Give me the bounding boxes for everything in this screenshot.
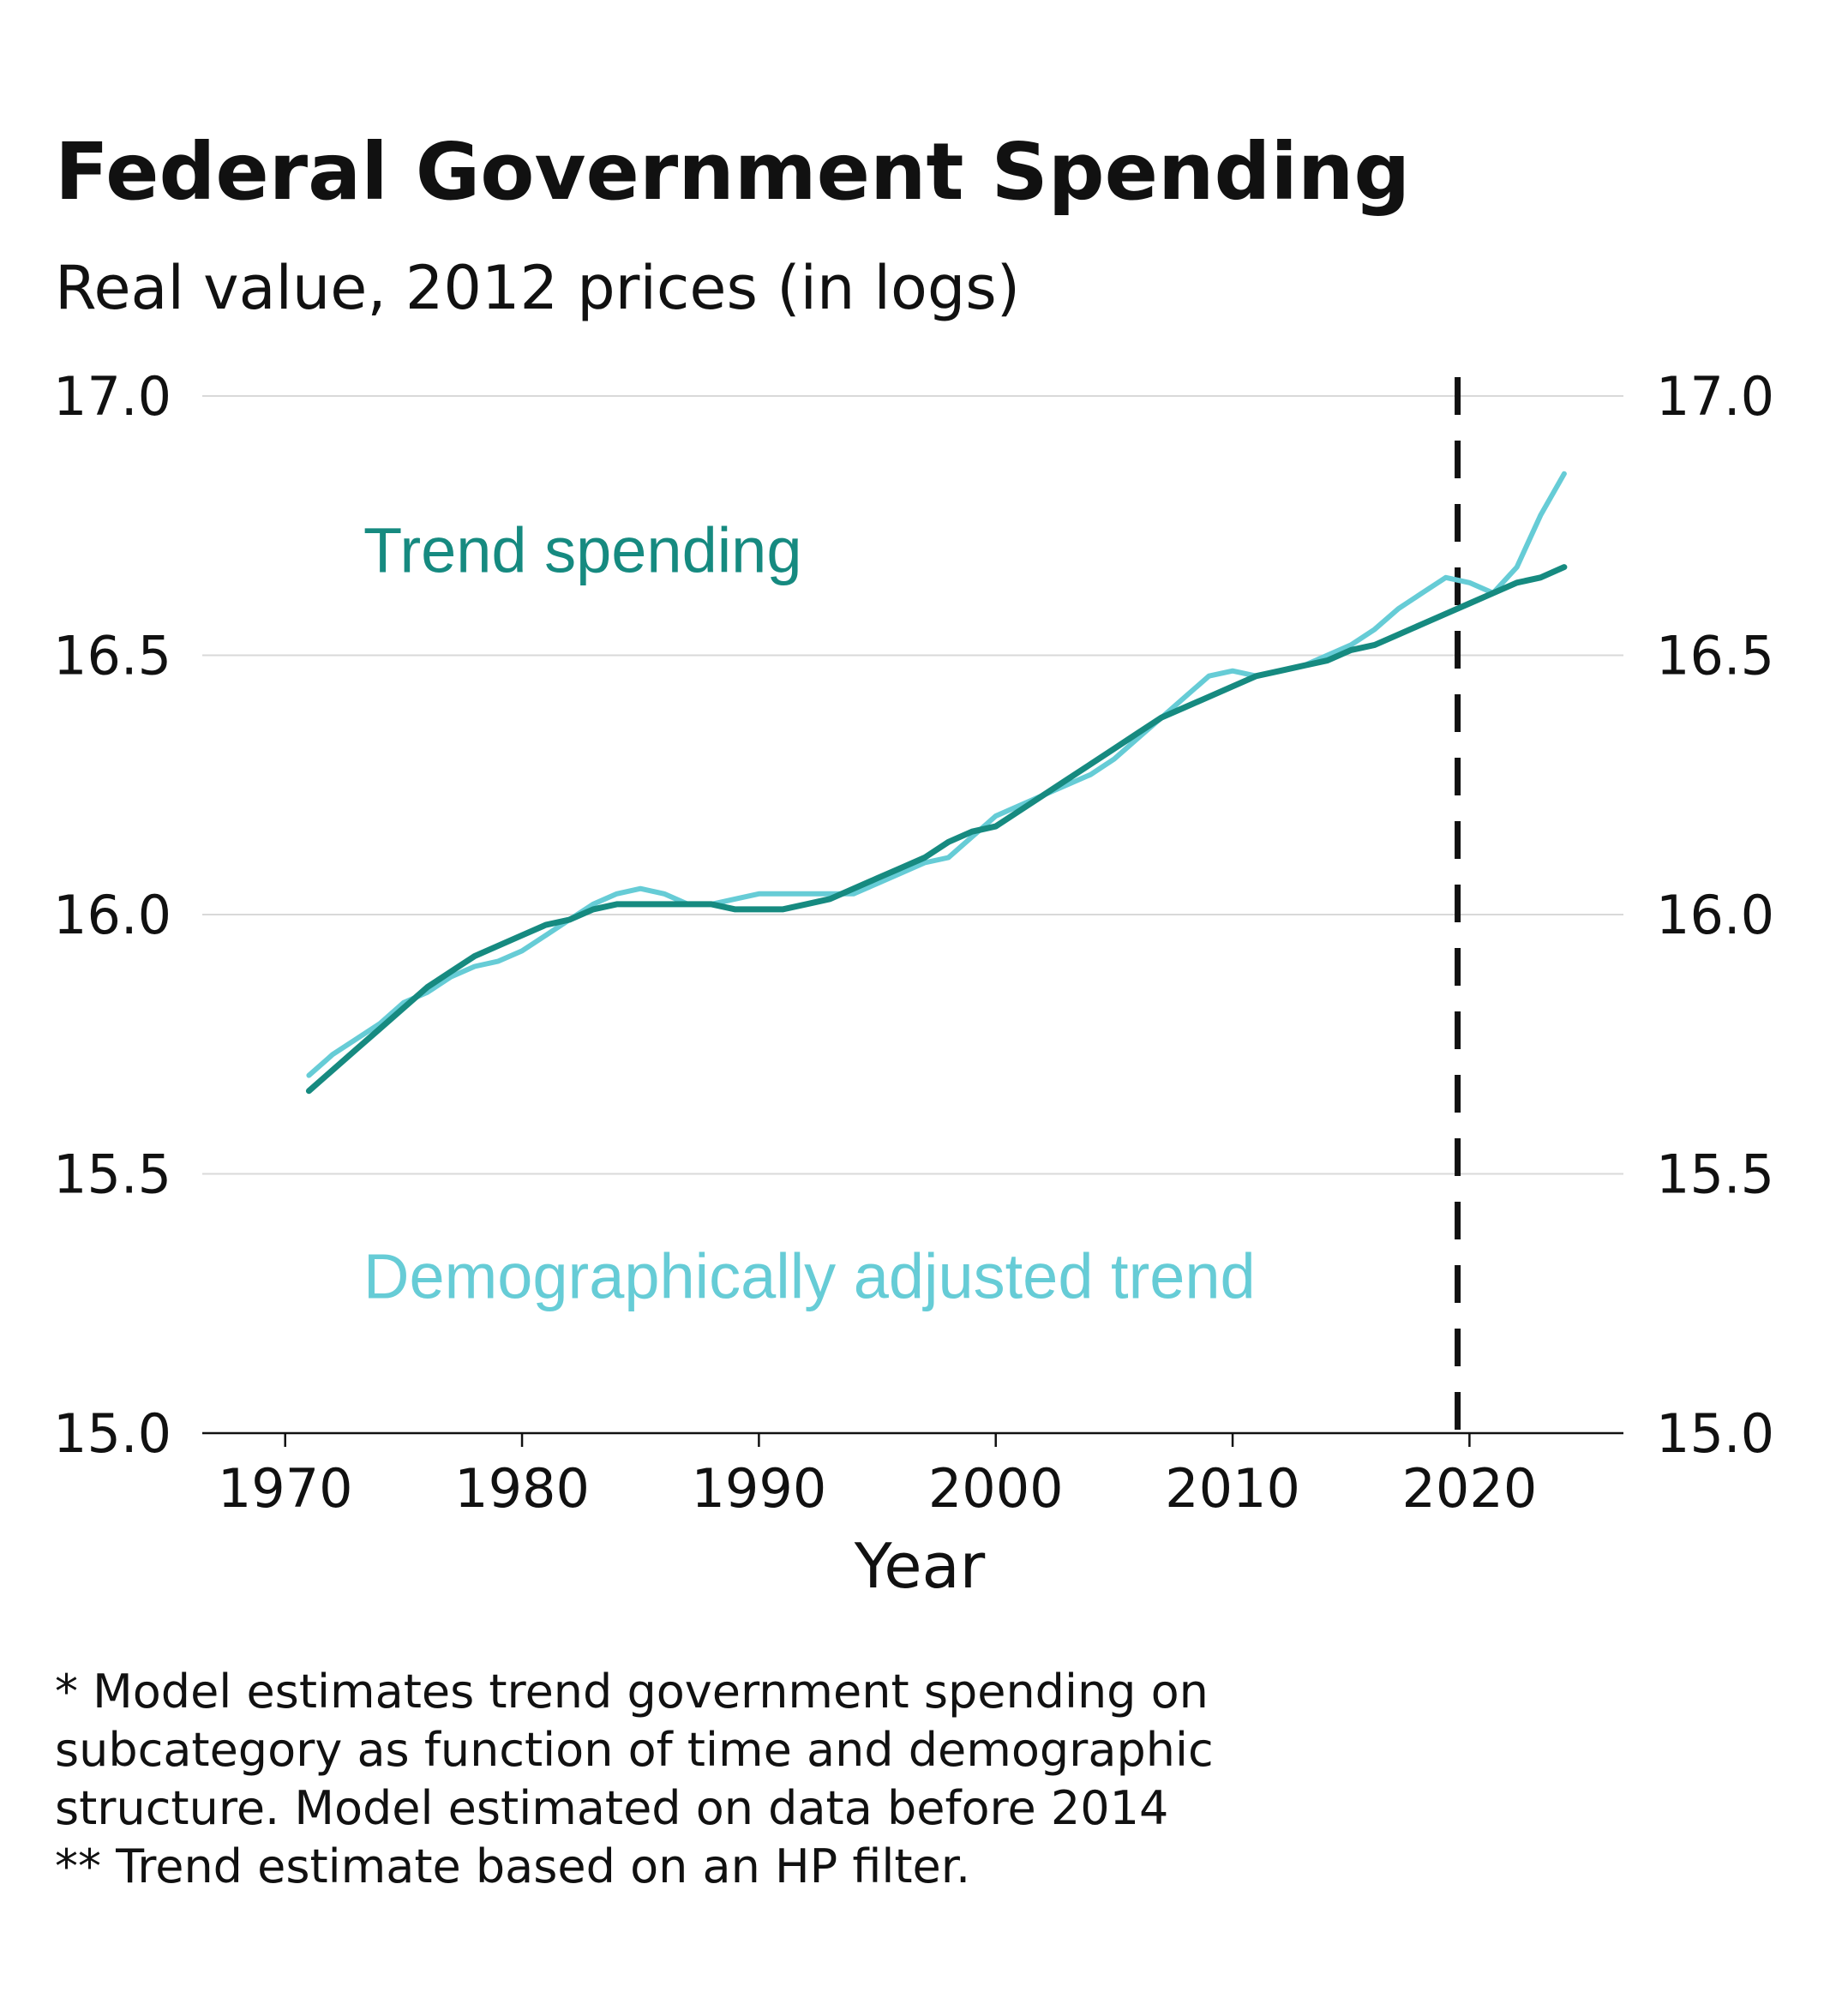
y-tick-label-left: 15.0 <box>53 1402 171 1465</box>
y-tick-label-right: 16.5 <box>1656 625 1774 687</box>
x-tick-label: 2000 <box>928 1457 1064 1520</box>
series-label-demographic: Demographically adjusted trend <box>363 1241 1256 1312</box>
y-tick-label-left: 16.5 <box>53 625 171 687</box>
chart-subtitle: Real value, 2012 prices (in logs) <box>55 253 1021 323</box>
series-label-trend: Trend spending <box>363 515 802 586</box>
line-chart: 15.0 15.0 15.5 15.5 16.0 16.0 16.5 16.5 17.0 17.0… <box>53 365 1774 1602</box>
x-tick-label: 2010 <box>1165 1457 1300 1520</box>
footnote-line: structure. Model estimated on data befor… <box>55 1781 1169 1835</box>
series-line-trend <box>305 564 1568 1095</box>
footnotes: * Model estimates trend government spend… <box>55 1663 1341 1896</box>
x-tick-label: 1990 <box>691 1457 826 1520</box>
footnote-line: subcategory as function of time and demo… <box>55 1723 1214 1777</box>
y-tick-label-left: 15.5 <box>53 1143 171 1206</box>
chart-title: Federal Government Spending <box>55 126 1411 218</box>
y-tick-label-right: 16.0 <box>1656 884 1774 946</box>
x-tick-label: 1970 <box>218 1457 353 1520</box>
series-line-demographic <box>306 471 1567 1078</box>
y-tick-label-right: 15.5 <box>1656 1143 1774 1206</box>
footnote-line: ** Trend estimate based on an HP filter. <box>55 1839 971 1893</box>
x-axis-title: Year <box>854 1530 986 1602</box>
x-tick-label: 2020 <box>1401 1457 1537 1520</box>
y-tick-label-right: 15.0 <box>1656 1402 1774 1465</box>
y-tick-label-right: 17.0 <box>1656 365 1774 428</box>
footnote-line: * Model estimates trend government spend… <box>55 1665 1209 1719</box>
y-tick-label-left: 16.0 <box>53 884 171 946</box>
x-tick-label: 1980 <box>454 1457 590 1520</box>
y-tick-label-left: 17.0 <box>53 365 171 428</box>
